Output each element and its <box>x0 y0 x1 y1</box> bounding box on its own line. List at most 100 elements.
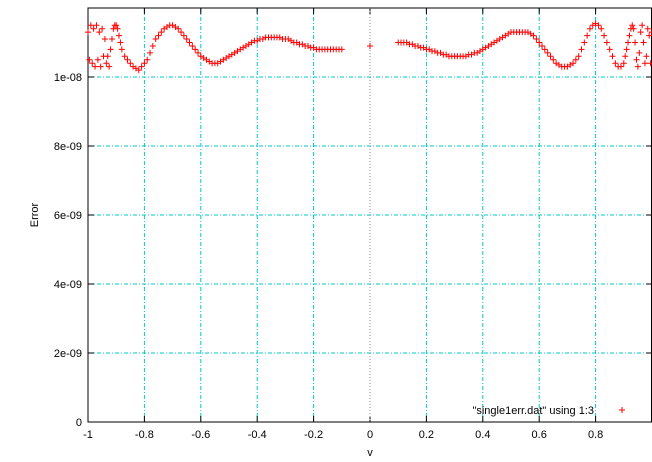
data-point <box>636 49 643 56</box>
data-point <box>90 25 97 32</box>
data-point <box>94 56 101 63</box>
data-point <box>118 46 125 53</box>
data-point <box>641 60 648 67</box>
data-point <box>158 29 165 36</box>
data-point <box>116 32 123 39</box>
data-point <box>598 25 605 32</box>
data-point <box>106 63 113 70</box>
data-point <box>632 39 639 46</box>
legend-marker-plus <box>619 407 625 413</box>
data-point <box>626 32 633 39</box>
data-point <box>113 22 120 29</box>
data-point <box>570 60 577 67</box>
data-point <box>581 39 588 46</box>
y-tick-label: 4e-09 <box>54 279 82 291</box>
x-tick-label: -0.4 <box>248 429 267 441</box>
data-point <box>609 53 616 60</box>
x-tick-label: 0.2 <box>419 429 434 441</box>
data-point <box>186 39 193 46</box>
x-tick-label: 0 <box>367 429 373 441</box>
x-tick-label: -0.8 <box>135 429 154 441</box>
data-point <box>640 39 647 46</box>
data-point <box>649 29 652 36</box>
data-point <box>547 53 554 60</box>
data-point <box>175 25 182 32</box>
legend-series-label: "single1err.dat" using 1:3 <box>472 405 594 417</box>
data-point <box>117 39 124 46</box>
data-point <box>541 46 548 53</box>
data-point <box>572 56 579 63</box>
data-point <box>97 63 104 70</box>
tick-labels: -1 -0.8 -0.6 -0.4 -0.2 0 0.2 0.4 0.6 0.8 0 2e-09 4e-… <box>54 72 603 441</box>
data-point <box>89 60 96 67</box>
data-point <box>617 63 624 70</box>
data-point <box>622 53 629 60</box>
data-point <box>623 46 630 53</box>
data-point <box>152 36 159 43</box>
data-point <box>124 56 131 63</box>
data-point <box>144 56 151 63</box>
data-point <box>87 22 94 29</box>
data-point <box>104 53 111 60</box>
data-point <box>149 42 156 49</box>
data-point <box>634 63 641 70</box>
data-point <box>338 46 345 53</box>
data-point <box>612 60 619 67</box>
y-tick-label: 0 <box>76 417 82 429</box>
data-point <box>141 60 148 67</box>
data-point <box>107 46 114 53</box>
y-tick-label: 6e-09 <box>54 210 82 222</box>
y-tick-label: 1e-08 <box>54 72 82 84</box>
data-point <box>530 32 537 39</box>
data-point <box>121 53 128 60</box>
x-tick-label: -0.6 <box>191 429 210 441</box>
data-point <box>99 25 106 32</box>
data-point <box>620 60 627 67</box>
x-tick-label: 0.6 <box>532 429 547 441</box>
data-point <box>101 36 108 43</box>
data-point <box>114 25 121 32</box>
data-point <box>606 46 613 53</box>
y-axis-label: Error <box>29 202 41 227</box>
data-point <box>644 25 651 32</box>
data-point <box>155 32 162 39</box>
x-tick-label: 0.8 <box>588 429 603 441</box>
data-point <box>194 49 201 56</box>
data-point <box>138 63 145 70</box>
data-point <box>637 29 644 36</box>
data-point <box>633 56 640 63</box>
data-point <box>536 39 543 46</box>
data-point <box>135 67 142 74</box>
data-point <box>595 22 602 29</box>
data-point <box>183 36 190 43</box>
x-axis-label: v <box>367 447 373 459</box>
data-point <box>601 32 608 39</box>
data-point <box>127 60 134 67</box>
data-point <box>103 60 110 67</box>
data-point <box>85 29 91 36</box>
legend-plus-marker <box>619 407 625 413</box>
data-point <box>96 29 103 36</box>
data-point <box>93 22 100 29</box>
data-point <box>647 60 652 67</box>
data-point <box>86 56 93 63</box>
data-point <box>625 39 632 46</box>
data-point <box>629 22 636 29</box>
data-point <box>180 32 187 39</box>
data-point <box>646 32 652 39</box>
y-tick-label: 8e-09 <box>54 141 82 153</box>
data-point <box>584 32 591 39</box>
x-tick-label: 0.4 <box>475 429 490 441</box>
legend: "single1err.dat" using 1:3 <box>472 405 625 417</box>
data-point <box>630 25 637 32</box>
data-point <box>533 36 540 43</box>
data-point <box>586 25 593 32</box>
data-point <box>639 22 646 29</box>
data-point <box>192 46 199 53</box>
data-point <box>367 42 373 49</box>
data-point <box>643 53 650 60</box>
data-point <box>189 42 196 49</box>
data-point <box>92 63 99 70</box>
data-point <box>578 46 585 53</box>
